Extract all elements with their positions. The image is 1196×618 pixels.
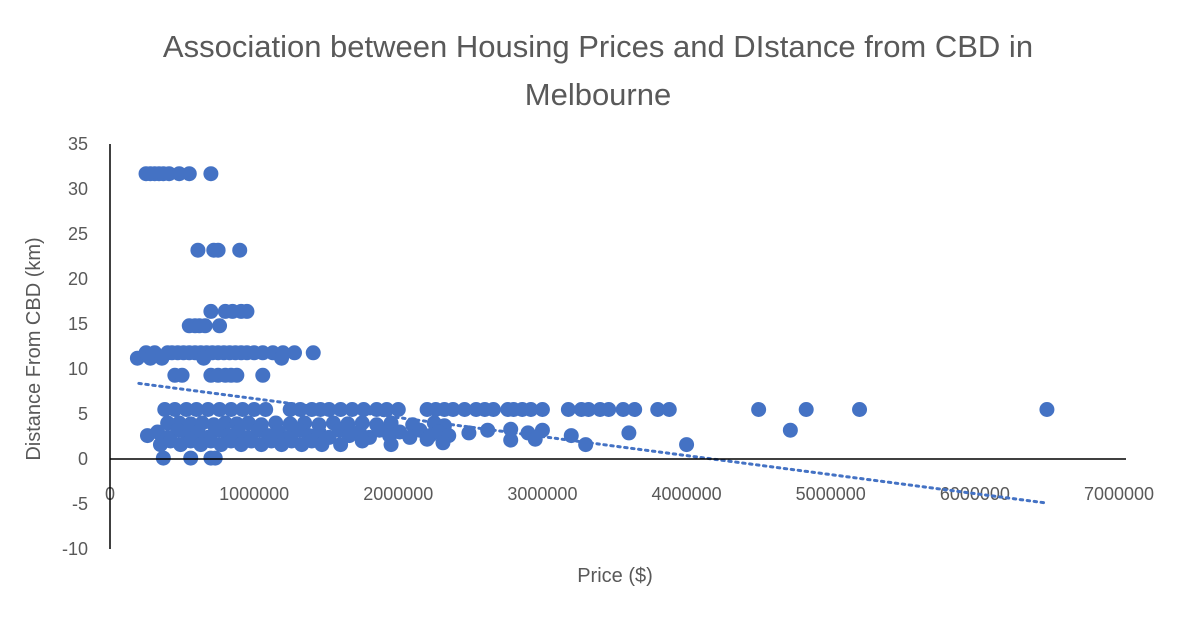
data-point: [246, 402, 262, 417]
y-tick-label: 5: [78, 404, 88, 424]
y-tick-label: -5: [72, 494, 88, 514]
y-tick-label: -10: [62, 539, 88, 559]
data-point: [274, 350, 290, 366]
data-point: [255, 367, 271, 383]
data-point: [627, 402, 643, 417]
y-tick-label: 10: [68, 359, 88, 379]
data-point: [534, 402, 550, 417]
chart-title-line-1: Association between Housing Prices and D…: [162, 29, 1034, 64]
data-point: [235, 402, 251, 417]
data-point: [621, 425, 637, 441]
data-point: [852, 402, 868, 417]
data-point: [305, 345, 321, 361]
data-point: [239, 303, 255, 319]
x-tick-label: 1000000: [219, 484, 289, 504]
x-tick-label: 2000000: [363, 484, 433, 504]
data-point: [1039, 402, 1055, 417]
data-point: [379, 402, 395, 417]
chart-title-line-2: Melbourne: [524, 77, 672, 112]
data-point: [155, 450, 171, 466]
data-point: [601, 402, 617, 417]
data-point: [190, 242, 206, 258]
data-point: [207, 450, 223, 466]
y-tick-label: 25: [68, 224, 88, 244]
trendline: [137, 381, 1049, 505]
data-point: [203, 303, 219, 319]
data-point: [174, 367, 190, 383]
data-point: [333, 437, 349, 453]
y-tick-label: 15: [68, 314, 88, 334]
data-point: [581, 402, 597, 417]
data-point: [461, 425, 477, 441]
y-tick-label: 0: [78, 449, 88, 469]
data-point: [203, 166, 219, 182]
data-point: [258, 402, 274, 417]
data-point: [354, 433, 370, 449]
data-point: [527, 431, 543, 447]
data-point: [197, 318, 213, 334]
data-point: [314, 437, 330, 453]
data-point: [661, 402, 677, 417]
data-point: [798, 402, 814, 417]
data-points: [129, 166, 1055, 466]
y-tick-label: 35: [68, 134, 88, 154]
y-axis-title: Distance From CBD (km): [23, 237, 45, 460]
data-point: [560, 402, 576, 417]
data-point: [212, 318, 228, 334]
data-point: [615, 402, 631, 417]
data-point: [782, 422, 798, 438]
data-point: [212, 402, 228, 417]
data-point: [232, 242, 248, 258]
data-point: [650, 402, 666, 417]
data-point: [679, 437, 695, 453]
data-point: [196, 350, 212, 366]
data-point: [181, 166, 197, 182]
data-point: [523, 402, 539, 417]
data-point: [435, 435, 451, 451]
data-point: [578, 437, 594, 453]
data-point: [383, 437, 399, 453]
x-tick-label: 7000000: [1084, 484, 1154, 504]
data-point: [183, 450, 199, 466]
data-point: [200, 402, 216, 417]
data-point: [390, 402, 406, 417]
x-tick-label: 3000000: [507, 484, 577, 504]
data-point: [287, 345, 303, 361]
data-point: [445, 402, 461, 417]
data-point: [188, 402, 204, 417]
data-point: [751, 402, 767, 417]
data-point: [210, 242, 226, 258]
y-tick-label: 30: [68, 179, 88, 199]
data-point: [223, 402, 239, 417]
y-tick-label: 20: [68, 269, 88, 289]
data-point: [419, 431, 435, 447]
data-point: [229, 367, 245, 383]
x-tick-label: 4000000: [652, 484, 722, 504]
x-axis-ticks: 0100000020000003000000400000050000006000…: [105, 484, 1154, 504]
data-point: [485, 402, 501, 417]
x-axis-title: Price ($): [577, 565, 653, 587]
y-axis-ticks: 35 30 25 20 15 10 5 0 -5 -10: [62, 134, 88, 559]
data-point: [503, 432, 519, 448]
data-point: [457, 402, 473, 417]
data-point: [563, 428, 579, 444]
x-tick-label: 5000000: [796, 484, 866, 504]
data-point: [167, 402, 183, 417]
